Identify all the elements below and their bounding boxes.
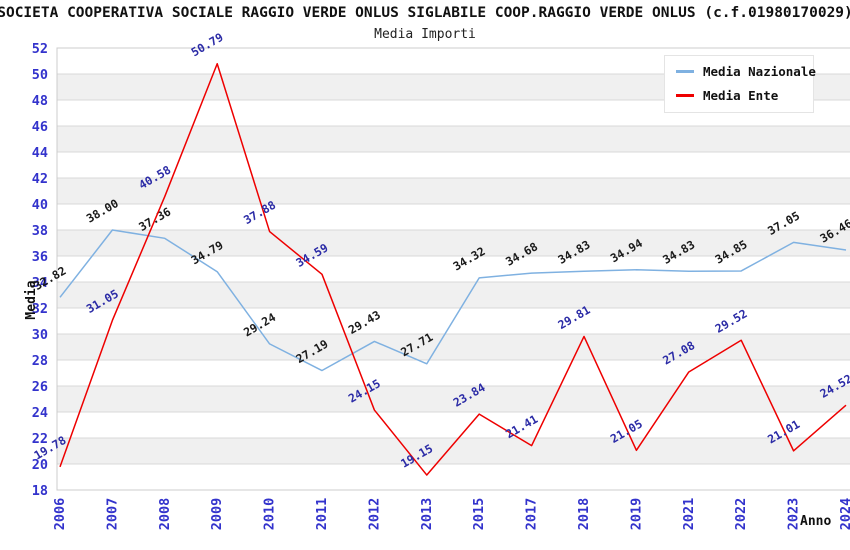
x-tick-label: 2007 bbox=[104, 498, 120, 531]
plot-band bbox=[57, 230, 850, 256]
x-tick-label: 2009 bbox=[209, 498, 225, 531]
y-tick-label: 52 bbox=[32, 41, 48, 57]
x-tick-label: 2017 bbox=[524, 498, 540, 531]
data-point-label: 21.41 bbox=[503, 412, 540, 441]
y-axis-title: Media bbox=[24, 280, 39, 320]
x-tick-label: 2022 bbox=[733, 498, 749, 531]
y-tick-label: 32 bbox=[32, 301, 48, 317]
plot-band bbox=[57, 334, 850, 360]
plot-band bbox=[57, 178, 850, 204]
x-tick-label: 2010 bbox=[262, 498, 278, 531]
x-tick-label: 2018 bbox=[576, 498, 592, 531]
data-point-label: 50.79 bbox=[189, 30, 226, 59]
legend-item-media-nazionale: Media Nazionale bbox=[676, 64, 816, 79]
y-tick-label: 24 bbox=[32, 405, 48, 421]
chart-legend: Media Nazionale Media Ente bbox=[664, 55, 816, 113]
y-tick-label: 28 bbox=[32, 353, 48, 369]
x-tick-label: 2013 bbox=[419, 498, 435, 531]
legend-label-media-nazionale: Media Nazionale bbox=[703, 64, 816, 79]
y-tick-label: 36 bbox=[32, 249, 48, 265]
legend-swatch-media-nazionale-icon bbox=[676, 70, 694, 73]
x-tick-label: 2008 bbox=[157, 498, 173, 531]
series-line-media-nazionale bbox=[59, 229, 847, 372]
plot-band bbox=[57, 438, 850, 464]
y-tick-label: 48 bbox=[32, 93, 48, 109]
chart-subtitle: Media Importi bbox=[374, 27, 476, 42]
legend-swatch-media-ente-icon bbox=[676, 94, 694, 97]
x-tick-label: 2021 bbox=[681, 498, 697, 531]
x-tick-label: 2011 bbox=[314, 498, 330, 531]
x-tick-label: 2024 bbox=[838, 498, 850, 531]
y-tick-label: 26 bbox=[32, 379, 48, 395]
x-tick-label: 2015 bbox=[471, 498, 487, 531]
plot-band bbox=[57, 126, 850, 152]
y-tick-label: 30 bbox=[32, 327, 48, 343]
legend-label-media-ente: Media Ente bbox=[703, 88, 779, 103]
plot-band bbox=[57, 386, 850, 412]
y-tick-label: 46 bbox=[32, 119, 48, 135]
y-tick-label: 20 bbox=[32, 457, 48, 473]
y-tick-label: 44 bbox=[32, 145, 48, 161]
plot-border bbox=[56, 47, 850, 491]
plot-band bbox=[57, 282, 850, 308]
data-point-label: 29.52 bbox=[713, 306, 750, 335]
chart-title: SOCIETA COOPERATIVA SOCIALE RAGGIO VERDE… bbox=[0, 5, 850, 21]
x-tick-label: 2006 bbox=[52, 498, 68, 531]
x-axis-title: Anno bbox=[799, 514, 833, 529]
data-point-label: 29.43 bbox=[346, 308, 383, 337]
y-tick-label: 34 bbox=[32, 275, 48, 291]
x-tick-label: 2023 bbox=[786, 498, 802, 531]
legend-item-media-ente: Media Ente bbox=[676, 88, 813, 103]
x-tick-label: 2019 bbox=[628, 498, 644, 531]
y-tick-label: 22 bbox=[32, 431, 48, 447]
y-tick-label: 38 bbox=[32, 223, 48, 239]
y-tick-label: 50 bbox=[32, 67, 48, 83]
y-tick-label: 42 bbox=[32, 171, 48, 187]
x-tick-label: 2012 bbox=[366, 498, 382, 531]
series-line-media-ente bbox=[59, 62, 847, 476]
y-tick-label: 18 bbox=[32, 483, 48, 499]
y-tick-label: 40 bbox=[32, 197, 48, 213]
